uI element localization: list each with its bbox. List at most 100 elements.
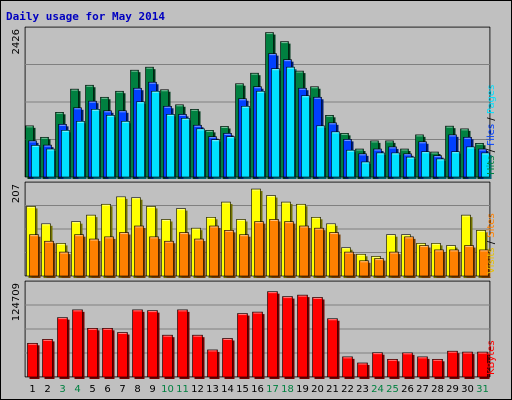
day-label-3: 3: [59, 384, 65, 395]
bar-sites-day-23: [359, 260, 371, 278]
bar-pages-day-14: [226, 136, 237, 179]
day-label-25: 25: [386, 384, 399, 395]
bar-kbytes-day-28: [432, 358, 445, 379]
day-label-30: 30: [461, 384, 474, 395]
bar-kbytes-day-8: [132, 309, 145, 379]
bar-sites-day-14: [224, 230, 236, 278]
day-label-20: 20: [311, 384, 324, 395]
bar-kbytes-day-27: [417, 356, 430, 379]
bar-pages-day-27: [421, 151, 432, 179]
bar-pages-day-9: [151, 90, 162, 179]
day-label-28: 28: [431, 384, 444, 395]
panel-2-legend: Visits / Sites: [486, 213, 497, 274]
bar-sites-day-30: [464, 245, 476, 278]
bar-sites-day-21: [329, 232, 341, 278]
day-label-27: 27: [416, 384, 429, 395]
bar-kbytes-day-15: [237, 313, 250, 379]
legend-visits: Visits: [486, 247, 497, 274]
day-label-24: 24: [371, 384, 384, 395]
bar-kbytes-day-25: [387, 358, 400, 379]
bar-kbytes-day-17: [267, 291, 280, 379]
bar-pages-day-23: [361, 161, 372, 179]
bar-pages-day-17: [271, 68, 282, 179]
bar-kbytes-day-23: [357, 362, 370, 379]
bar-kbytes-day-14: [222, 338, 235, 379]
bar-kbytes-day-29: [447, 350, 460, 379]
bar-kbytes-day-1: [27, 342, 40, 379]
bar-pages-day-2: [46, 148, 57, 179]
bar-pages-day-5: [91, 108, 102, 179]
chart-title: Daily usage for May 2014: [6, 10, 165, 23]
day-label-7: 7: [119, 384, 125, 395]
day-label-16: 16: [251, 384, 264, 395]
bar-kbytes-day-19: [297, 294, 310, 379]
bar-kbytes-day-9: [147, 310, 160, 379]
bar-sites-day-20: [314, 227, 326, 278]
bar-pages-day-20: [316, 125, 327, 179]
day-label-5: 5: [89, 384, 95, 395]
bar-sites-day-3: [59, 251, 71, 278]
bar-sites-day-22: [344, 251, 356, 278]
bar-pages-day-7: [121, 121, 132, 179]
bar-kbytes-day-6: [102, 328, 115, 379]
day-label-10: 10: [161, 384, 174, 395]
legend-hits: Hits: [486, 156, 497, 175]
legend-sites: Sites: [486, 213, 497, 237]
bar-pages-day-3: [61, 130, 72, 179]
day-label-18: 18: [281, 384, 294, 395]
bar-pages-day-25: [391, 152, 402, 179]
bar-kbytes-day-20: [312, 297, 325, 379]
bar-kbytes-day-31: [477, 351, 490, 379]
legend-files: Files: [486, 124, 497, 146]
bar-kbytes-day-4: [72, 309, 85, 379]
bar-sites-day-9: [149, 236, 161, 278]
panel-2-ymax-label: 207: [11, 184, 22, 203]
bar-sites-day-5: [89, 238, 101, 278]
panel-1-legend: Hits / Files / Pages: [486, 85, 497, 175]
bar-kbytes-day-26: [402, 352, 415, 379]
bar-pages-day-16: [256, 90, 267, 179]
legend-separator: /: [486, 238, 497, 248]
day-label-26: 26: [401, 384, 414, 395]
bar-sites-day-8: [134, 225, 146, 278]
bar-kbytes-day-12: [192, 334, 205, 379]
bar-sites-day-11: [179, 232, 191, 278]
bar-kbytes-day-5: [87, 328, 100, 379]
bar-sites-day-19: [299, 225, 311, 278]
day-label-21: 21: [326, 384, 339, 395]
bar-kbytes-day-11: [177, 309, 190, 379]
legend-separator: /: [486, 146, 497, 156]
bar-sites-day-12: [194, 238, 206, 278]
panel-1-ymax-label: 2426: [11, 29, 22, 54]
bar-sites-day-13: [209, 225, 221, 278]
legend-separator: /: [486, 114, 497, 124]
legend-kbytes: KBytes: [486, 340, 497, 375]
bar-pages-day-15: [241, 105, 252, 179]
day-label-19: 19: [296, 384, 309, 395]
bar-sites-day-15: [239, 234, 251, 278]
bar-sites-day-10: [164, 240, 176, 278]
bar-pages-day-24: [376, 152, 387, 179]
panel-3-legend: KBytes: [486, 340, 497, 375]
day-label-8: 8: [134, 384, 140, 395]
legend-pages: Pages: [486, 85, 497, 114]
day-label-11: 11: [176, 384, 189, 395]
bar-kbytes-day-18: [282, 296, 295, 379]
bar-sites-day-6: [104, 236, 116, 278]
bar-sites-day-2: [44, 240, 56, 278]
bar-pages-day-22: [346, 149, 357, 179]
bar-kbytes-day-24: [372, 352, 385, 379]
bar-sites-day-24: [374, 258, 386, 278]
bar-pages-day-30: [466, 146, 477, 179]
bar-sites-day-29: [449, 249, 461, 278]
bar-sites-day-25: [389, 251, 401, 278]
day-label-31: 31: [476, 384, 489, 395]
bar-pages-day-31: [481, 152, 492, 179]
day-label-13: 13: [206, 384, 219, 395]
day-label-22: 22: [341, 384, 354, 395]
bar-pages-day-10: [166, 114, 177, 179]
bar-sites-day-17: [269, 219, 281, 278]
bar-kbytes-day-10: [162, 334, 175, 379]
bar-sites-day-28: [434, 249, 446, 278]
